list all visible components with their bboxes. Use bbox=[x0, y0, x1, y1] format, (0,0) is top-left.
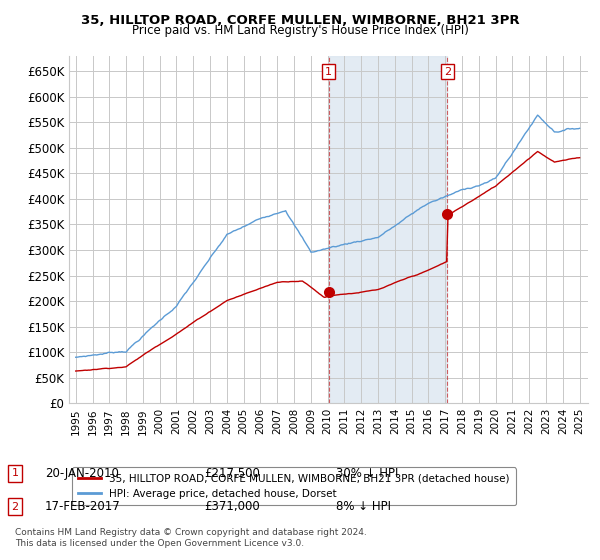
Text: 2: 2 bbox=[443, 67, 451, 77]
Text: 20-JAN-2010: 20-JAN-2010 bbox=[45, 466, 119, 480]
Text: 30% ↓ HPI: 30% ↓ HPI bbox=[336, 466, 398, 480]
Text: 35, HILLTOP ROAD, CORFE MULLEN, WIMBORNE, BH21 3PR: 35, HILLTOP ROAD, CORFE MULLEN, WIMBORNE… bbox=[80, 14, 520, 27]
Text: 1: 1 bbox=[325, 67, 332, 77]
Text: 2: 2 bbox=[11, 502, 19, 512]
Text: 1: 1 bbox=[11, 468, 19, 478]
Text: 17-FEB-2017: 17-FEB-2017 bbox=[45, 500, 121, 514]
Legend: 35, HILLTOP ROAD, CORFE MULLEN, WIMBORNE, BH21 3PR (detached house), HPI: Averag: 35, HILLTOP ROAD, CORFE MULLEN, WIMBORNE… bbox=[71, 468, 516, 505]
Text: Contains HM Land Registry data © Crown copyright and database right 2024.
This d: Contains HM Land Registry data © Crown c… bbox=[15, 528, 367, 548]
Text: Price paid vs. HM Land Registry's House Price Index (HPI): Price paid vs. HM Land Registry's House … bbox=[131, 24, 469, 36]
Text: £371,000: £371,000 bbox=[204, 500, 260, 514]
Text: £217,500: £217,500 bbox=[204, 466, 260, 480]
Text: 8% ↓ HPI: 8% ↓ HPI bbox=[336, 500, 391, 514]
